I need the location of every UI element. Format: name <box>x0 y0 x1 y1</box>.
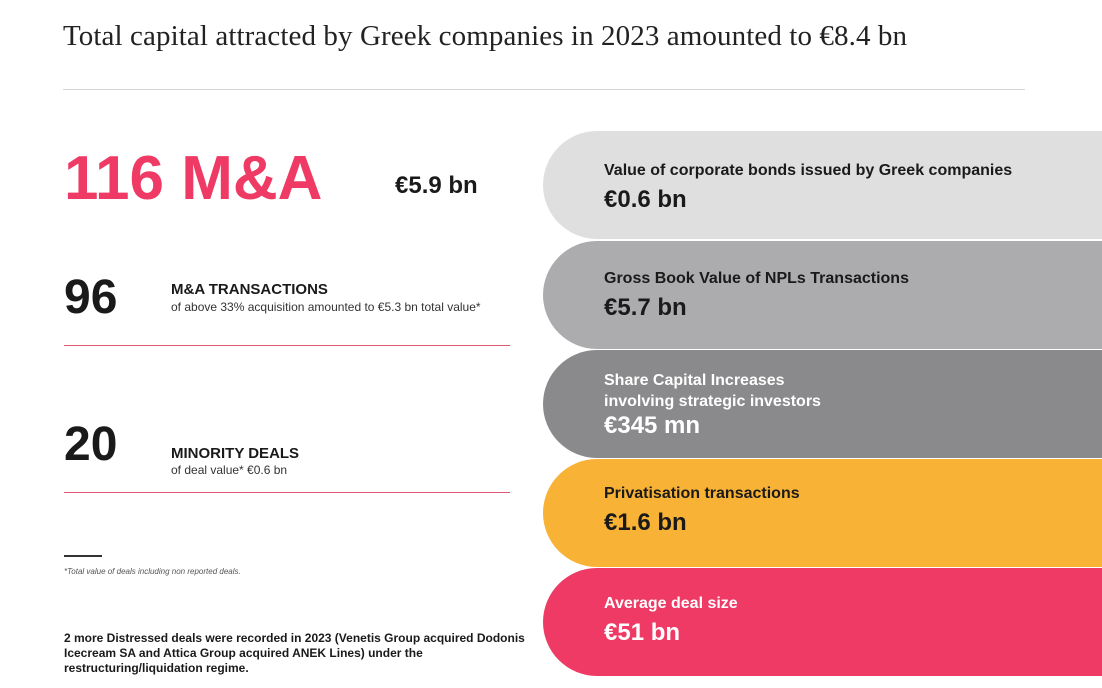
pill-value: €345 mn <box>604 412 701 439</box>
pill-corporate-bonds: Value of corporate bonds issued by Greek… <box>543 131 1102 239</box>
stat-ma-transactions-label: M&A TRANSACTIONS <box>171 281 328 298</box>
pill-share-capital-increases: Share Capital Increases involving strate… <box>543 350 1102 458</box>
footnote-divider <box>64 555 102 557</box>
stat-divider <box>64 345 510 346</box>
page-title: Total capital attracted by Greek compani… <box>63 20 908 52</box>
title-divider <box>63 89 1025 90</box>
pill-label: Share Capital Increases involving strate… <box>604 372 821 410</box>
stat-divider <box>64 492 510 493</box>
pill-label: Value of corporate bonds issued by Greek… <box>604 162 1013 179</box>
pill-label: Average deal size <box>604 595 738 612</box>
stat-minority-deals-description: of deal value* €0.6 bn <box>171 463 288 477</box>
distressed-deals-note: 2 more Distressed deals were recorded in… <box>64 631 525 675</box>
footnote: *Total value of deals including non repo… <box>64 567 241 576</box>
pill-label: Gross Book Value of NPLs Transactions <box>604 270 909 287</box>
stat-minority-deals-label: MINORITY DEALS <box>171 445 300 462</box>
stat-minority-deals-number: 20 <box>64 418 118 471</box>
headline-ma-count: 116 M&A <box>64 144 323 213</box>
pill-npl-transactions: Gross Book Value of NPLs Transactions €5… <box>543 241 1102 349</box>
pill-average-deal-size: Average deal size €51 bn <box>543 568 1102 676</box>
pill-label: Privatisation transactions <box>604 485 800 502</box>
pill-privatisation: Privatisation transactions €1.6 bn <box>543 459 1102 567</box>
pill-value: €51 bn <box>604 619 681 646</box>
stat-ma-transactions-number: 96 <box>64 271 118 324</box>
stat-ma-transactions-description: of above 33% acquisition amounted to €5.… <box>171 300 481 314</box>
pill-value: €1.6 bn <box>604 509 687 536</box>
headline-ma-value: €5.9 bn <box>395 172 478 199</box>
pill-value: €5.7 bn <box>604 294 687 321</box>
pill-value: €0.6 bn <box>604 186 687 213</box>
